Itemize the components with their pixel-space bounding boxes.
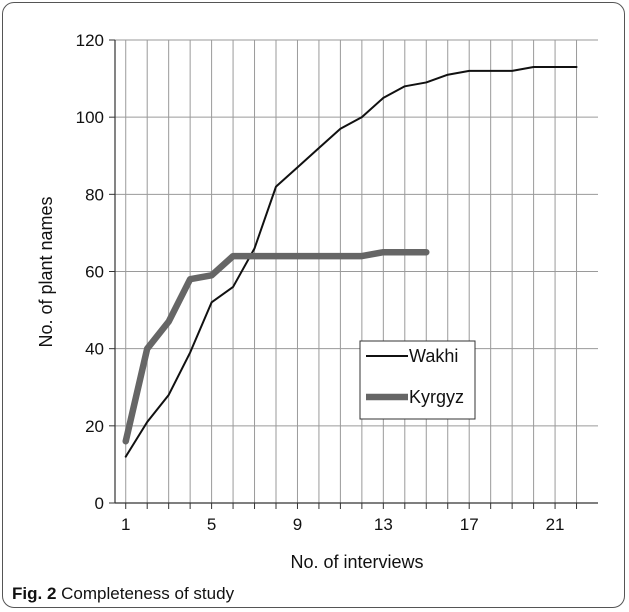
legend-box bbox=[359, 340, 476, 420]
y-tick-label: 120 bbox=[76, 31, 104, 50]
legend: Wakhi Kyrgyz bbox=[359, 340, 476, 420]
figure-caption: Fig. 2 Completeness of study bbox=[12, 584, 234, 604]
axes bbox=[109, 39, 598, 509]
y-tick-label: 80 bbox=[85, 185, 104, 204]
y-tick-label: 0 bbox=[95, 494, 104, 513]
y-tick-label: 100 bbox=[76, 108, 104, 127]
y-tick-labels: 0 20 40 60 80 100 120 bbox=[76, 31, 104, 513]
x-tick-labels: 1 5 9 13 17 21 bbox=[121, 515, 565, 534]
y-tick-label: 60 bbox=[85, 263, 104, 282]
figure-caption-label: Fig. 2 bbox=[12, 584, 57, 603]
x-tick-label: 9 bbox=[293, 515, 302, 534]
legend-label-wakhi: Wakhi bbox=[409, 346, 458, 366]
y-axis-label: No. of plant names bbox=[36, 196, 56, 347]
series-lines bbox=[122, 66, 578, 458]
x-axis-label: No. of interviews bbox=[290, 552, 423, 572]
x-tick-label: 21 bbox=[546, 515, 565, 534]
y-tick-label: 40 bbox=[85, 340, 104, 359]
x-tick-label: 5 bbox=[207, 515, 216, 534]
figure-caption-text: Completeness of study bbox=[61, 584, 235, 603]
series-line-wakhi bbox=[124, 66, 578, 458]
y-tick-label: 20 bbox=[85, 417, 104, 436]
series-line-kyrgyz bbox=[122, 248, 430, 445]
x-tick-label: 17 bbox=[460, 515, 479, 534]
grid-lines bbox=[115, 39, 598, 503]
x-tick-label: 13 bbox=[374, 515, 393, 534]
x-tick-label: 1 bbox=[121, 515, 130, 534]
legend-label-kyrgyz: Kyrgyz bbox=[409, 387, 464, 407]
